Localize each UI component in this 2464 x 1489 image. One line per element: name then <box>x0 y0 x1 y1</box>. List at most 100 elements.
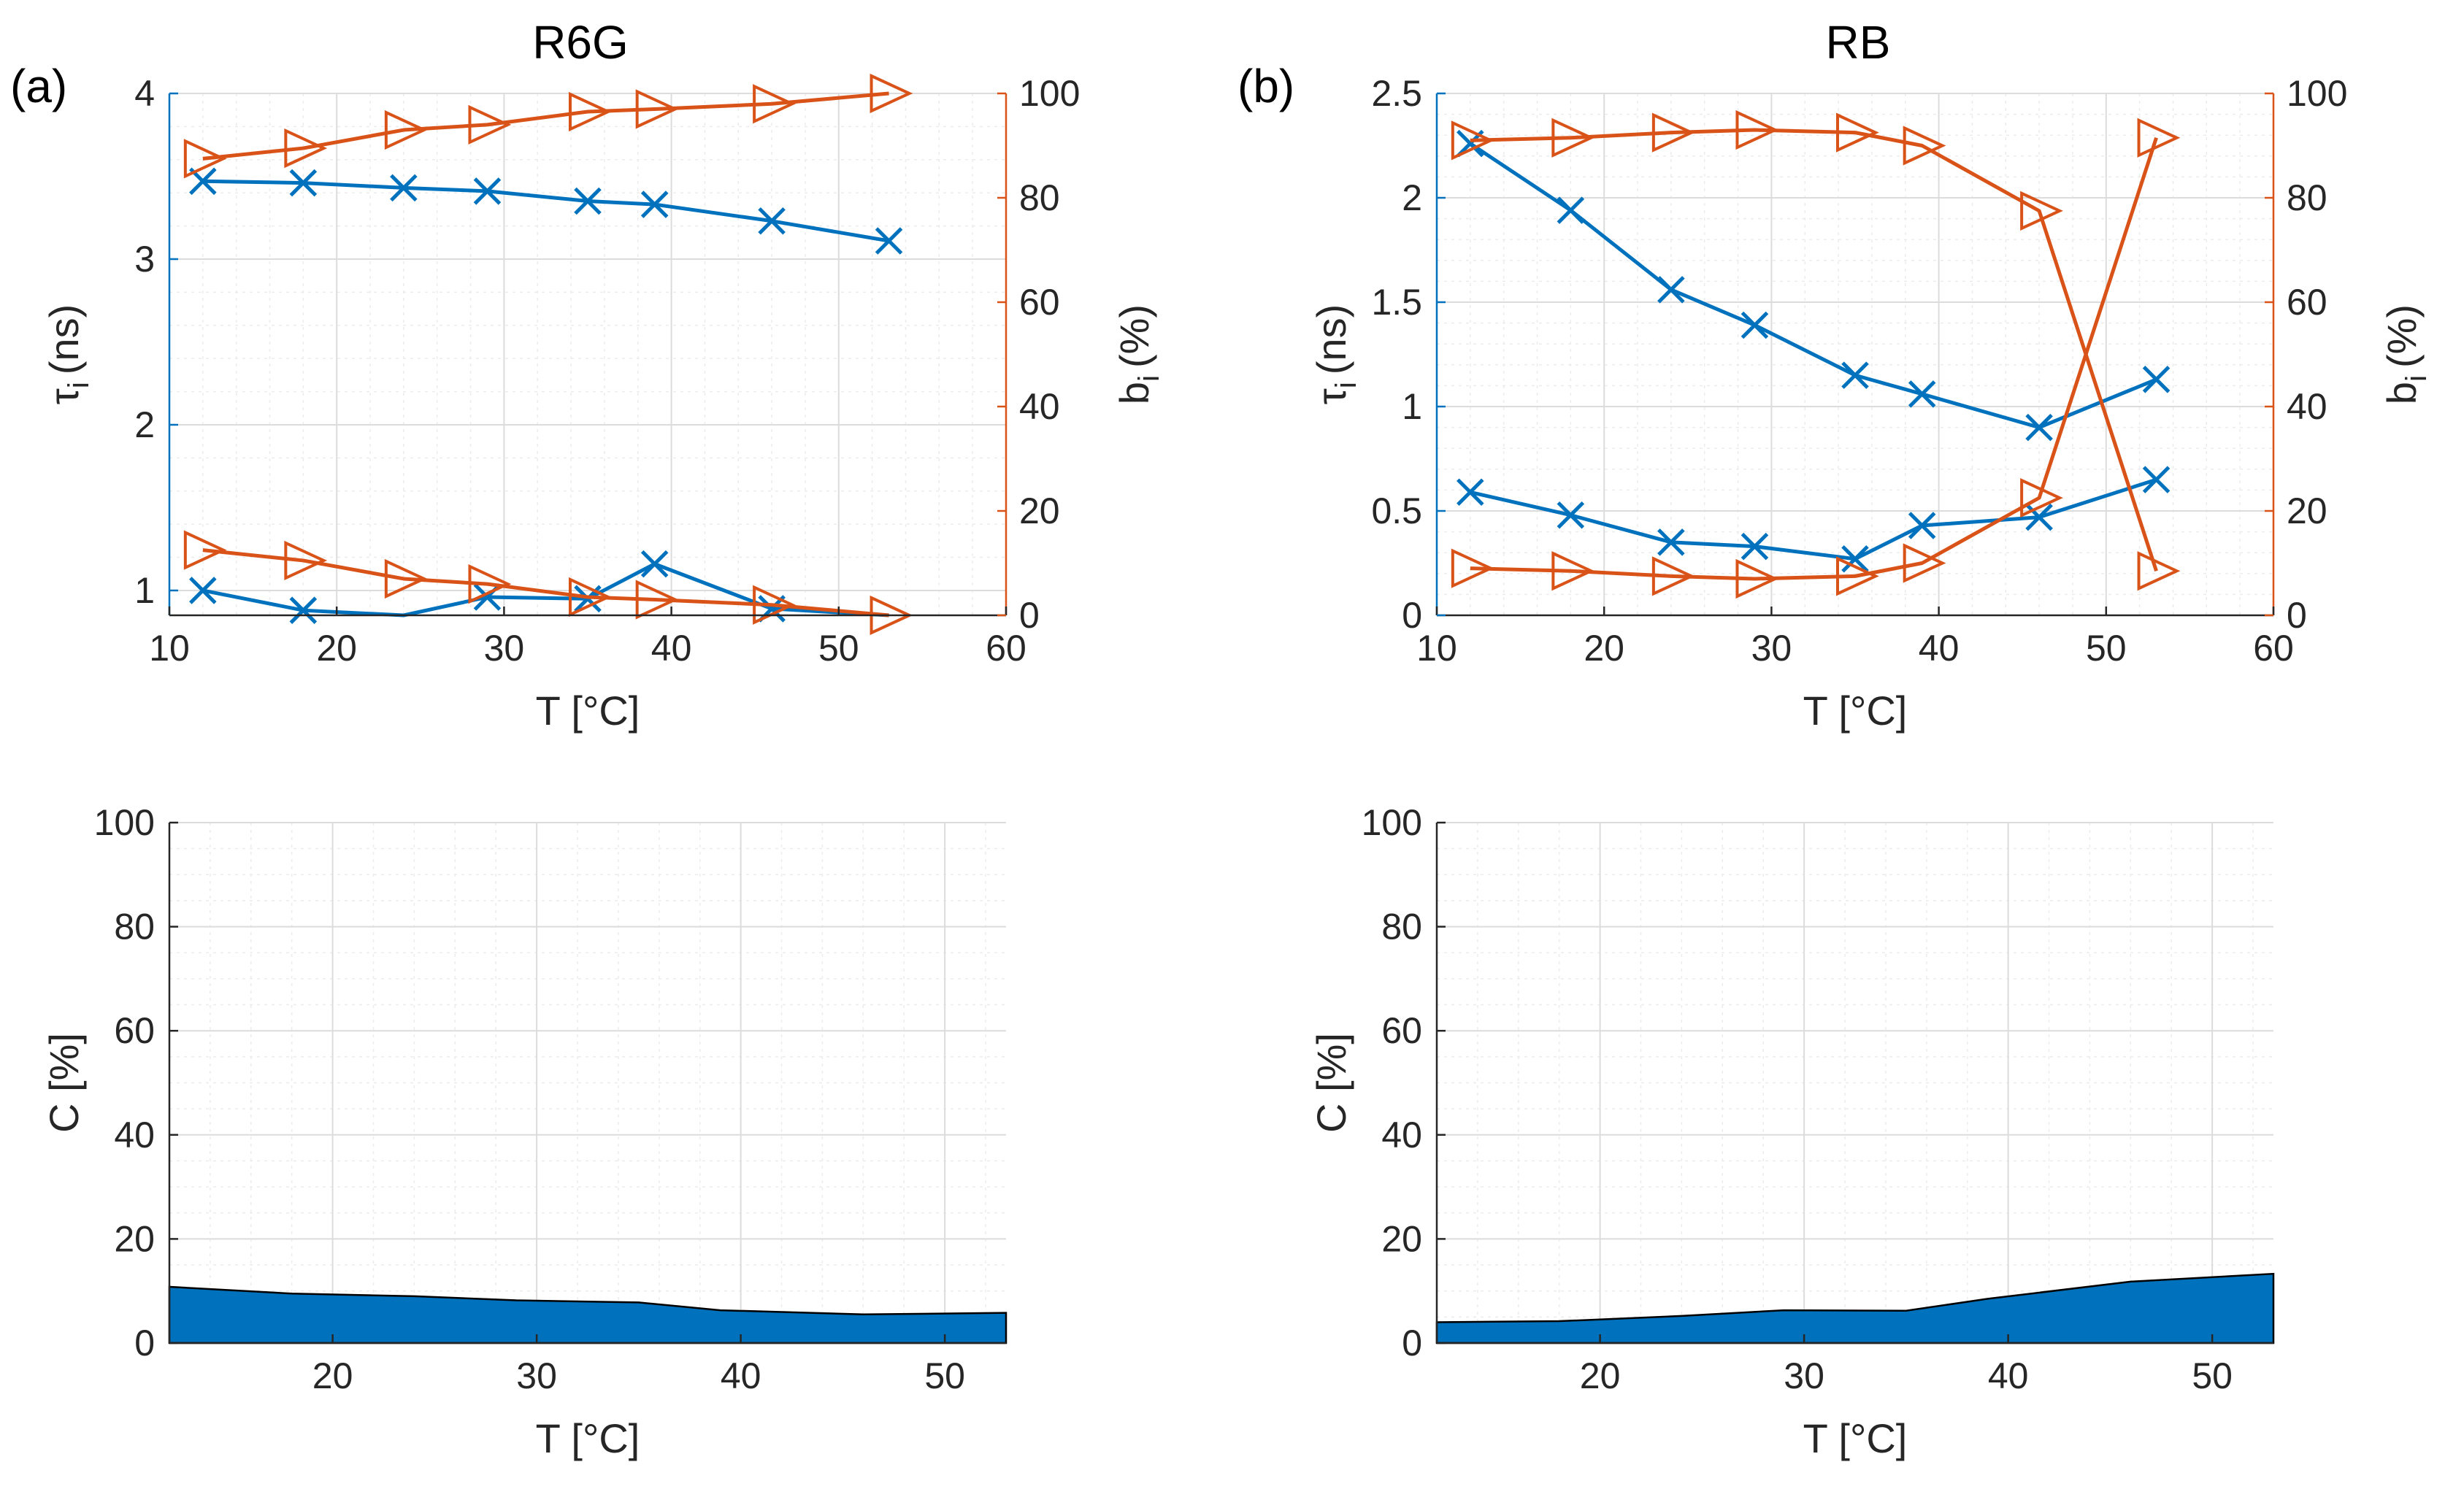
y-tick-label: 0 <box>134 1323 155 1363</box>
y-tick-label-right: 20 <box>2287 490 2327 531</box>
series-b2 <box>1451 118 2181 599</box>
y-tick-label: 40 <box>114 1115 155 1155</box>
point-b1 <box>384 109 428 150</box>
series-line-b1 <box>1470 128 2158 572</box>
point-tau1 <box>640 191 669 218</box>
y-tick-label-right: 100 <box>1019 73 1080 114</box>
point-tau1 <box>289 169 318 197</box>
x-tick-label: 40 <box>1988 1355 2029 1396</box>
x-axis-label: T [°C] <box>1803 1415 1908 1461</box>
y-tick-label: 100 <box>94 802 155 843</box>
point-b2 <box>183 530 227 570</box>
point-tau2 <box>189 577 217 604</box>
panel-title-b: RB <box>1826 16 1891 69</box>
point-tau1 <box>390 174 418 202</box>
point-tau2 <box>289 596 318 624</box>
y-tick-label-left: 0.5 <box>1371 490 1422 531</box>
series-tau1 <box>1456 129 2171 442</box>
y-tick-label-left: 1 <box>134 570 155 611</box>
point-tau2 <box>1841 545 1869 573</box>
x-tick-label: 10 <box>1416 628 1457 669</box>
point-b2 <box>2137 118 2181 158</box>
series-b1 <box>183 73 913 179</box>
y-tick-label-left: 2 <box>134 404 155 445</box>
chart-b-bottom: 20 30 40 50 0 20 40 60 80 100 T [°C] C [%] <box>1308 802 2275 1461</box>
y-tick-label: 60 <box>1381 1010 1422 1051</box>
series-line-tau2 <box>202 562 889 617</box>
y-tick-label-right: 20 <box>1019 490 1060 531</box>
point-tau2 <box>1657 528 1685 556</box>
point-tau1 <box>875 227 903 255</box>
y-tick-label-right: 40 <box>2287 386 2327 427</box>
point-b2 <box>1451 548 1494 588</box>
point-b2 <box>753 585 796 625</box>
grid <box>1436 93 2274 616</box>
point-b1 <box>569 91 612 132</box>
y-tick-label-left: 1.5 <box>1371 282 1422 323</box>
x-tick-label: 30 <box>516 1355 557 1396</box>
x-axis-label: T [°C] <box>536 688 640 734</box>
point-tau2 <box>1740 532 1769 561</box>
point-b1 <box>1836 112 1879 153</box>
point-tau1 <box>1908 380 1936 408</box>
point-b1 <box>753 84 796 124</box>
y-axis-label-right: bi(%) <box>2379 304 2433 404</box>
grid <box>169 93 1007 615</box>
point-tau2 <box>1908 512 1936 539</box>
panel-title-a: R6G <box>532 16 629 69</box>
series-b2 <box>183 530 913 636</box>
point-b2 <box>468 563 512 604</box>
point-b1 <box>284 128 328 169</box>
x-tick-label: 50 <box>2192 1355 2233 1396</box>
x-tick-label: 30 <box>1784 1355 1824 1396</box>
point-b1 <box>635 89 679 129</box>
area-fill <box>168 1285 1008 1344</box>
point-tau1 <box>1657 276 1685 304</box>
series-tau1 <box>189 167 903 255</box>
grid <box>169 822 1006 1344</box>
point-tau1 <box>1841 361 1869 389</box>
point-tau2 <box>2142 466 2171 493</box>
y-tick-label: 20 <box>1381 1218 1422 1259</box>
point-b1 <box>1451 120 1494 161</box>
x-tick-label: 30 <box>1751 628 1792 669</box>
panel-label-b: (b) <box>1237 60 1294 112</box>
y-tick-label-right: 0 <box>2287 595 2307 636</box>
x-tick-label: 20 <box>316 628 357 669</box>
x-axis-label: T [°C] <box>536 1415 640 1461</box>
point-b2 <box>1836 556 1879 596</box>
point-b2 <box>1551 551 1595 591</box>
grid <box>1436 822 2273 1344</box>
axes: 20 30 40 50 0 20 40 60 80 100 T [°C] C [%] <box>41 802 1006 1461</box>
point-tau1 <box>758 207 786 235</box>
point-b2 <box>384 558 428 599</box>
x-tick-label: 40 <box>721 1355 761 1396</box>
x-tick-label: 60 <box>986 628 1026 669</box>
x-tick-label: 20 <box>1580 1355 1621 1396</box>
x-tick-label: 20 <box>312 1355 353 1396</box>
axes: 20 30 40 50 0 20 40 60 80 100 T [°C] C [%] <box>1308 802 2273 1461</box>
y-axis-label: C [%] <box>41 1033 87 1133</box>
series-line-tau1 <box>202 179 889 243</box>
y-tick-label: 0 <box>1402 1323 1422 1363</box>
point-tau1 <box>2025 413 2053 442</box>
y-tick-label-left: 1 <box>1402 386 1422 427</box>
y-tick-label-left: 2.5 <box>1371 73 1422 114</box>
series-line-tau1 <box>1469 142 2157 430</box>
y-tick-label-right: 60 <box>1019 282 1060 323</box>
point-b1 <box>468 104 512 145</box>
y-tick-label: 40 <box>1381 1115 1422 1155</box>
x-tick-label: 30 <box>484 628 525 669</box>
point-b1 <box>2137 551 2181 591</box>
y-tick-label: 80 <box>1381 907 1422 947</box>
y-tick-label: 100 <box>1362 802 1422 843</box>
point-b1 <box>183 139 227 179</box>
y-tick-label-left: 3 <box>134 239 155 280</box>
point-tau2 <box>640 550 669 578</box>
y-tick-label-right: 60 <box>2287 282 2327 323</box>
series-line-b1 <box>202 91 889 161</box>
